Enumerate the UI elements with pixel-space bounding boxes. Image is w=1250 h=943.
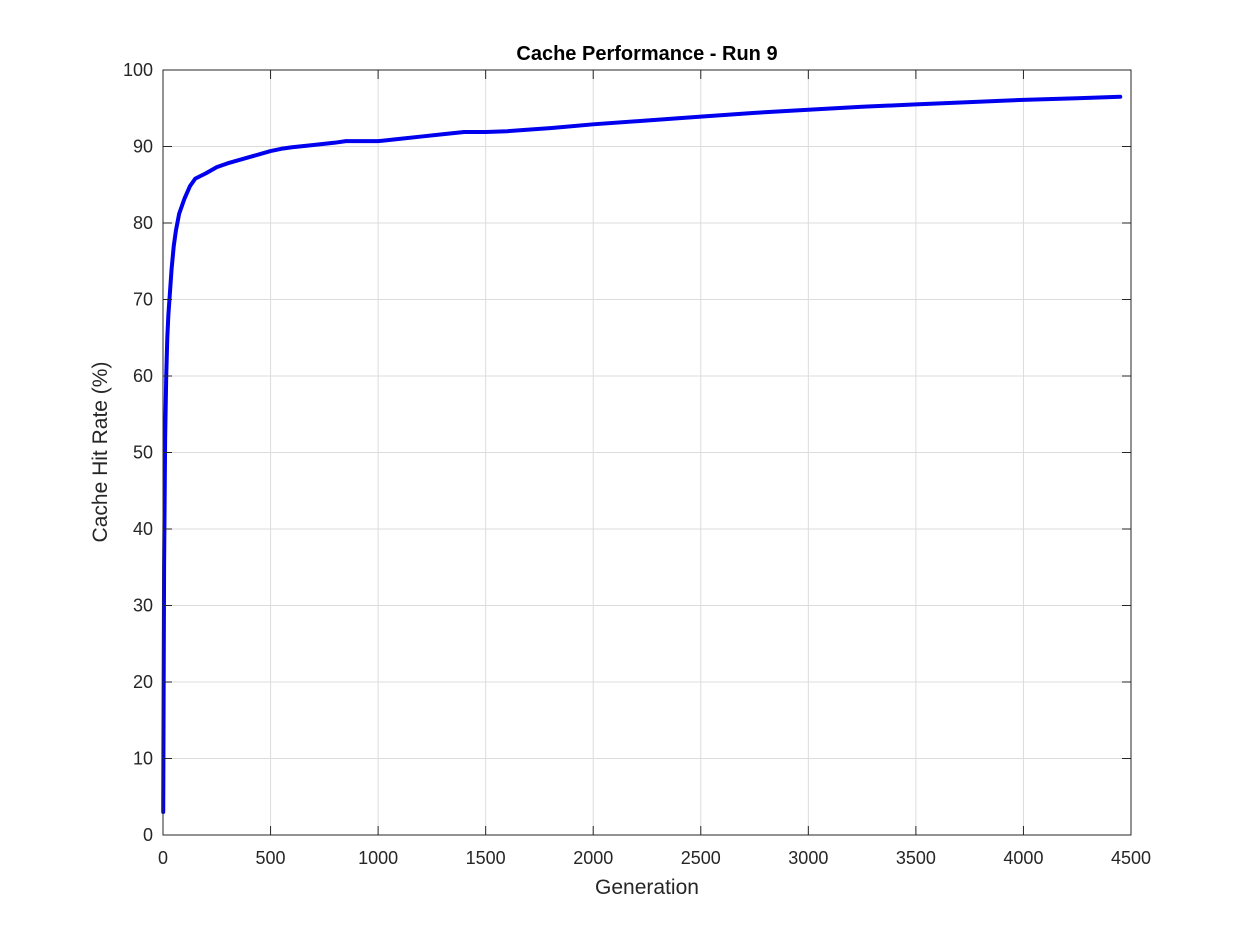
x-tick-label: 1500 [466, 848, 506, 868]
grid [163, 70, 1131, 835]
x-tick-label: 4500 [1111, 848, 1151, 868]
chart-title: Cache Performance - Run 9 [516, 43, 777, 65]
y-tick-label: 50 [133, 443, 153, 463]
series-layer [161, 94, 1123, 815]
x-tick-label: 0 [158, 848, 168, 868]
x-tick-label: 1000 [358, 848, 398, 868]
y-tick-labels: 0 10 20 30 40 50 60 70 80 90 100 [123, 60, 153, 845]
x-tick-labels: 0 500 1000 1500 2000 2500 3000 3500 4000 4500 [158, 848, 1151, 868]
y-tick-label: 60 [133, 366, 153, 386]
ticks [162, 69, 1132, 836]
y-tick-label: 10 [133, 749, 153, 769]
y-tick-label: 40 [133, 519, 153, 539]
y-axis-label: Cache Hit Rate (%) [89, 362, 112, 543]
y-tick-label: 90 [133, 137, 153, 157]
x-tick-label: 500 [256, 848, 286, 868]
x-axis-label: Generation [595, 876, 699, 899]
x-tick-label: 2000 [573, 848, 613, 868]
y-tick-label: 0 [143, 825, 153, 845]
series-line-1 [161, 94, 1123, 815]
y-tick-label: 30 [133, 596, 153, 616]
y-tick-label: 70 [133, 290, 153, 310]
y-tick-label: 80 [133, 213, 153, 233]
x-tick-label: 4000 [1003, 848, 1043, 868]
x-tick-label: 2500 [681, 848, 721, 868]
y-tick-label: 20 [133, 672, 153, 692]
x-tick-label: 3500 [896, 848, 936, 868]
y-tick-label: 100 [123, 60, 153, 80]
x-tick-label: 3000 [788, 848, 828, 868]
